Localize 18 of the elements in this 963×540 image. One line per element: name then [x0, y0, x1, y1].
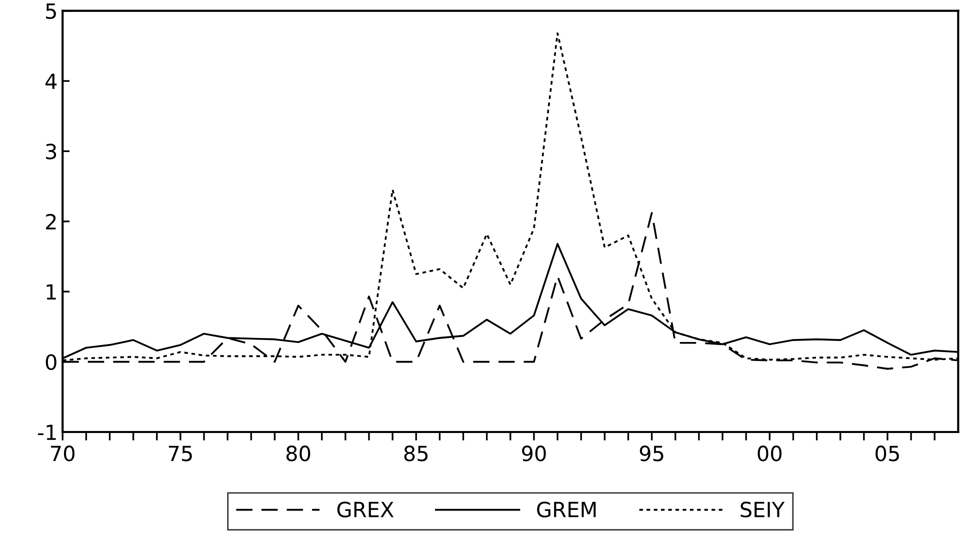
x-tick-label: 90 [522, 446, 546, 462]
x-tick-label: 85 [404, 446, 428, 462]
y-tick-label: 5 [46, 4, 56, 20]
y-tick-label: 4 [46, 74, 57, 89]
y-tick-label: 3 [46, 144, 56, 160]
y-tick-label: 1 [46, 284, 56, 300]
x-tick-label: 75 [168, 446, 192, 462]
legend-label: GREM [537, 502, 596, 518]
x-tick-label: 95 [640, 446, 664, 462]
x-tick-label: 70 [51, 446, 74, 462]
x-tick-label: 00 [758, 446, 782, 462]
legend-label: SEIY [740, 502, 785, 518]
y-tick-label: 0 [46, 354, 56, 370]
legend-label: GREX [337, 502, 394, 518]
x-tick-label: 80 [286, 446, 310, 462]
y-tick-label: -1 [38, 424, 56, 440]
x-tick-label: 05 [876, 446, 899, 462]
y-tick-label: 2 [46, 214, 56, 230]
